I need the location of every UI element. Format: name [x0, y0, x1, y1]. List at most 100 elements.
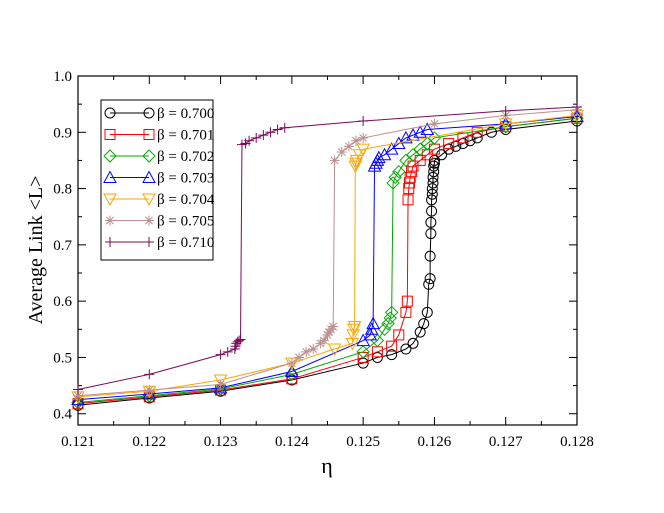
legend-label: β = 0.701 [157, 128, 214, 144]
data-point [358, 132, 369, 143]
data-point [388, 170, 402, 185]
legend-label: β = 0.703 [157, 171, 214, 187]
data-point [392, 164, 406, 179]
legend-marker [142, 149, 156, 163]
data-point [279, 122, 290, 133]
data-point [418, 318, 430, 330]
data-point [144, 385, 155, 396]
legend-marker [103, 193, 117, 207]
data-point [351, 135, 362, 146]
data-point [572, 101, 582, 112]
series-5 [71, 109, 584, 404]
data-point [406, 148, 420, 162]
legend-item: β = 0.710 [105, 235, 214, 251]
data-point [393, 329, 405, 341]
series-7 [73, 101, 582, 395]
series-line [77, 117, 578, 405]
data-point [347, 320, 362, 334]
data-point [428, 166, 440, 178]
data-point [407, 337, 419, 349]
data-point [402, 194, 414, 206]
data-point [230, 341, 241, 352]
data-point [293, 352, 304, 363]
data-point [420, 136, 435, 151]
x-tick-label: 0.126 [418, 434, 452, 450]
series-line [77, 117, 578, 403]
x-axis-label: η [321, 453, 333, 478]
data-point [485, 126, 497, 138]
data-point [443, 143, 455, 155]
data-point [421, 306, 433, 318]
data-point [343, 141, 354, 152]
legend-marker [143, 107, 155, 119]
data-point [371, 150, 386, 164]
data-point [329, 155, 340, 166]
data-point [215, 379, 226, 390]
x-tick-label: 0.127 [489, 434, 523, 450]
y-tick-label: 1.0 [53, 69, 72, 85]
legend-marker [105, 237, 115, 247]
data-point [426, 205, 438, 217]
data-point [213, 374, 228, 388]
data-point [244, 135, 255, 146]
data-point [420, 122, 435, 135]
legend: β = 0.700 β = 0.701 β = 0.702 β = 0.703 β = … [100, 99, 215, 261]
y-tick-label: 0.7 [53, 238, 72, 254]
legend-item: β = 0.704 [103, 192, 215, 208]
data-point [356, 143, 370, 157]
data-point [357, 351, 369, 363]
legend-marker [103, 149, 117, 163]
data-point [370, 333, 385, 348]
legend-label: β = 0.710 [157, 235, 214, 251]
data-point [286, 358, 297, 369]
legend-label: β = 0.704 [157, 192, 215, 208]
legend-marker [142, 170, 156, 183]
data-point [73, 390, 83, 401]
x-tick-label: 0.123 [204, 434, 238, 450]
data-point [349, 157, 363, 171]
series-2 [72, 112, 583, 410]
data-point [428, 154, 440, 166]
data-point [436, 149, 448, 161]
data-point [222, 346, 233, 357]
data-point [427, 171, 439, 183]
data-point [464, 135, 476, 147]
legend-marker [104, 107, 116, 119]
legend-marker [142, 193, 156, 207]
data-point [327, 343, 342, 357]
data-point [400, 306, 412, 318]
data-point [251, 132, 262, 143]
data-point [356, 345, 370, 359]
data-point [399, 153, 413, 168]
data-point [384, 305, 399, 320]
data-point [425, 216, 437, 228]
y-axis-label: Average Link <L> [25, 176, 47, 325]
data-point [426, 188, 438, 200]
data-point [424, 250, 436, 262]
data-point [424, 273, 436, 285]
data-point [234, 335, 245, 346]
data-point [377, 322, 392, 337]
data-point [315, 338, 326, 349]
legend-marker [105, 215, 115, 226]
data-point [425, 228, 437, 240]
data-point [358, 116, 369, 127]
data-point [366, 316, 380, 330]
data-point [427, 177, 439, 189]
data-point [345, 337, 360, 351]
legend-marker [144, 215, 154, 226]
data-point [386, 349, 398, 361]
data-point [232, 336, 243, 347]
series-line [77, 120, 578, 406]
data-point [348, 160, 363, 174]
data-point [308, 344, 319, 355]
legend-marker [144, 237, 154, 247]
data-point [336, 146, 347, 157]
legend-item: β = 0.702 [103, 149, 214, 165]
data-point [400, 343, 412, 355]
data-point [215, 349, 226, 360]
data-point [235, 334, 246, 345]
data-point [386, 340, 398, 352]
data-point [371, 351, 383, 363]
